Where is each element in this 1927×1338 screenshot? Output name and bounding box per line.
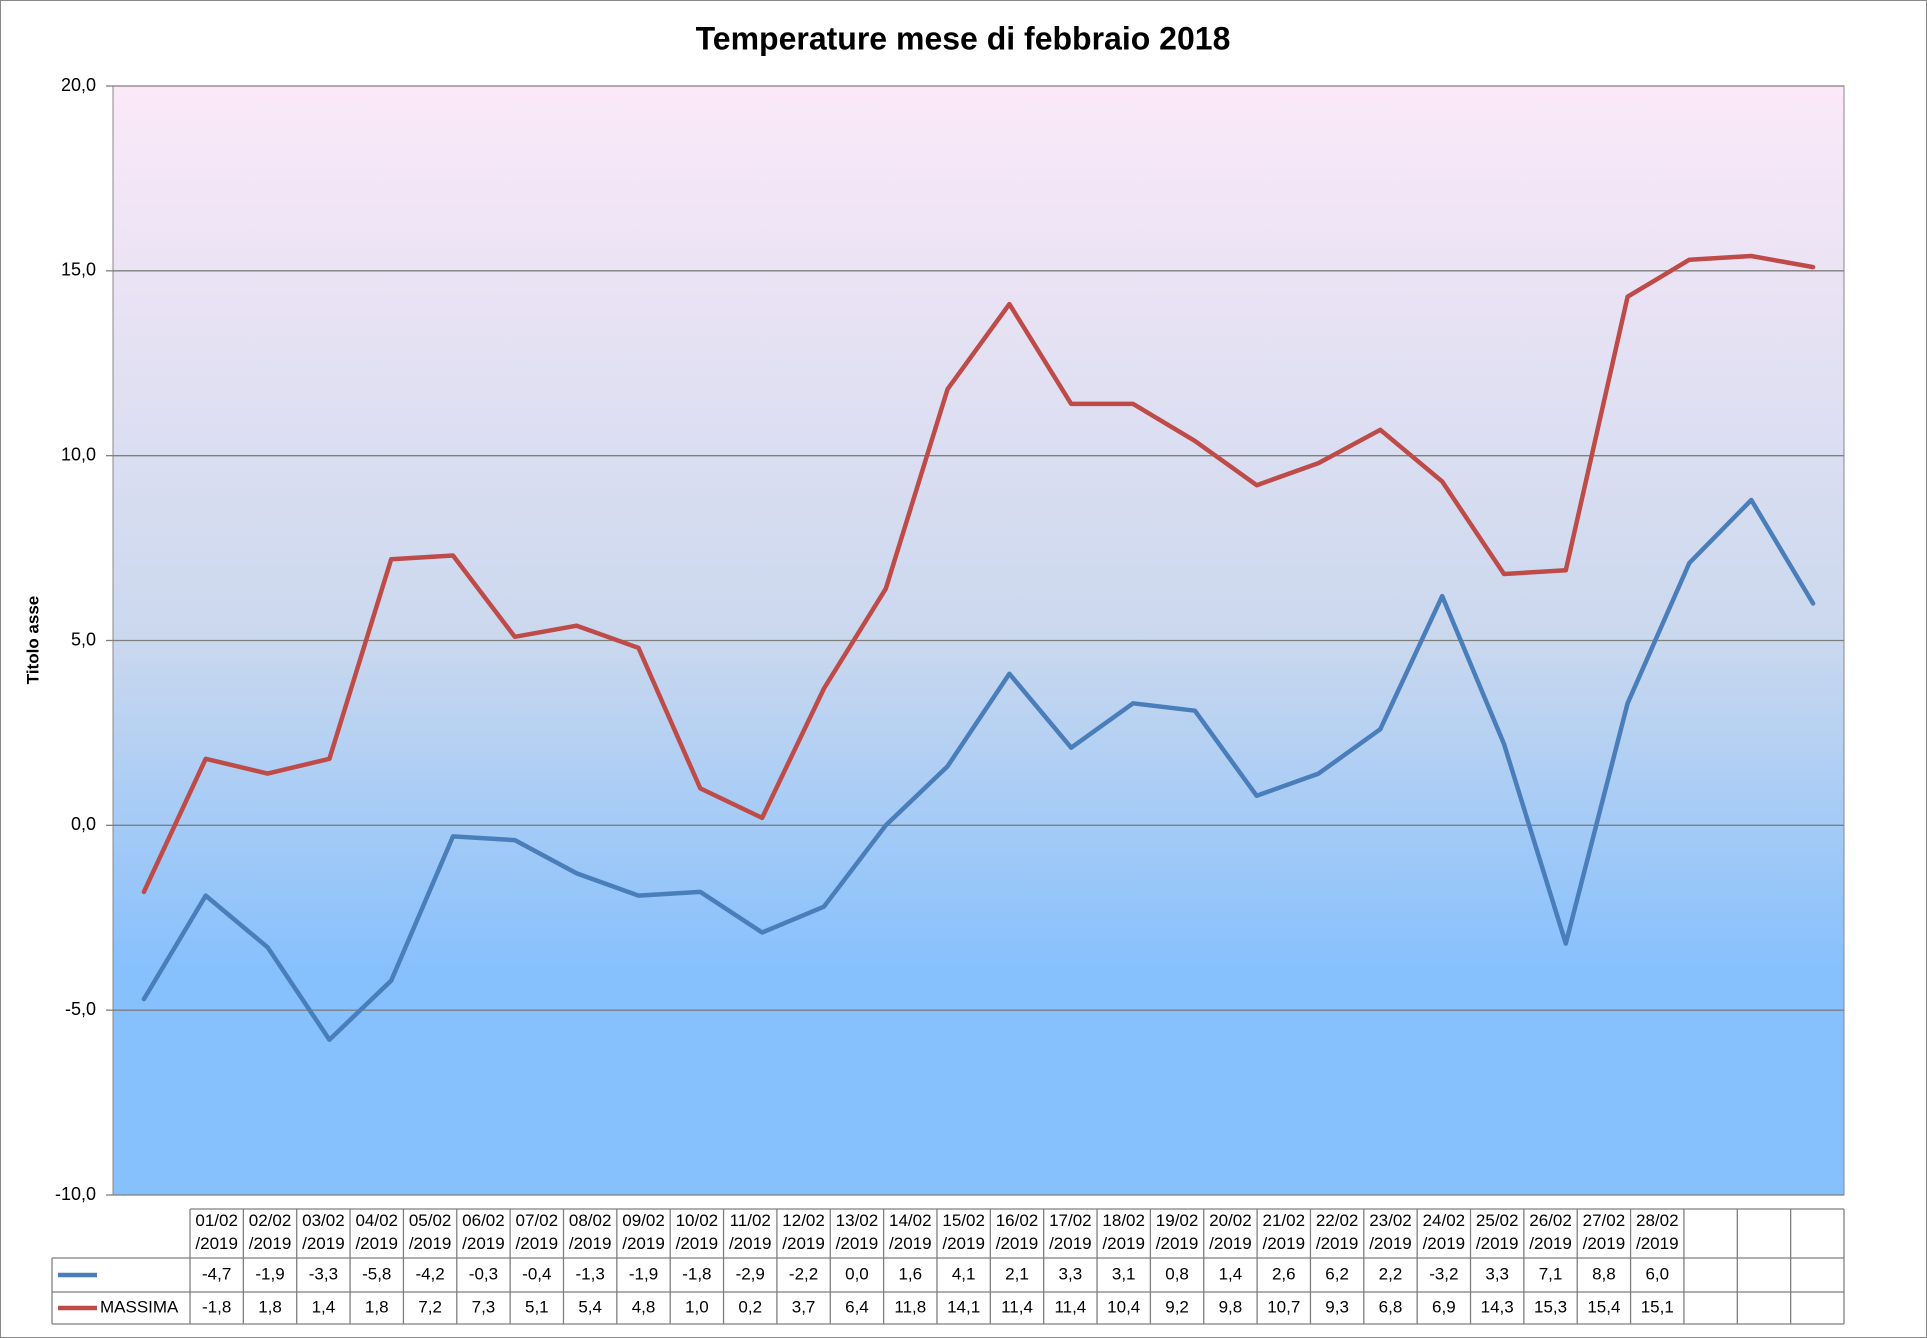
- x-tick-label: 11/02/2019: [729, 1211, 772, 1253]
- data-label: -1,3: [576, 1264, 605, 1283]
- data-label: 15,3: [1534, 1297, 1567, 1316]
- data-label: 3,7: [792, 1297, 816, 1316]
- x-tick-label: 08/02/2019: [569, 1211, 612, 1253]
- data-label: 4,8: [632, 1297, 656, 1316]
- data-label: -1,8: [202, 1297, 231, 1316]
- data-label: -3,2: [1429, 1264, 1458, 1283]
- data-label: 1,4: [1219, 1264, 1243, 1283]
- data-label: 14,3: [1481, 1297, 1514, 1316]
- data-label: 7,3: [472, 1297, 496, 1316]
- data-label: -4,2: [415, 1264, 444, 1283]
- data-label: 6,4: [845, 1297, 869, 1316]
- x-tick-label: 12/02/2019: [782, 1211, 825, 1253]
- data-label: 6,9: [1432, 1297, 1456, 1316]
- y-tick-label: 0,0: [71, 814, 96, 834]
- data-label: -2,2: [789, 1264, 818, 1283]
- y-axis-title: Titolo asse: [23, 596, 42, 685]
- data-label: 4,1: [952, 1264, 976, 1283]
- data-label: 5,1: [525, 1297, 549, 1316]
- data-label: 15,1: [1641, 1297, 1674, 1316]
- x-tick-label: 04/02/2019: [355, 1211, 398, 1253]
- data-label: 9,2: [1165, 1297, 1189, 1316]
- data-label: -4,7: [202, 1264, 231, 1283]
- x-tick-label: 09/02/2019: [622, 1211, 665, 1253]
- data-label: 0,0: [845, 1264, 869, 1283]
- x-tick-label: 15/02/2019: [942, 1211, 985, 1253]
- chart-title: Temperature mese di febbraio 2018: [696, 20, 1231, 56]
- data-label: 11,4: [1001, 1297, 1033, 1316]
- x-tick-label: 20/02/2019: [1209, 1211, 1252, 1253]
- data-label: 6,2: [1325, 1264, 1349, 1283]
- data-label: 1,8: [365, 1297, 389, 1316]
- data-label: 7,2: [418, 1297, 442, 1316]
- data-label: 6,0: [1645, 1264, 1669, 1283]
- data-label: -5,8: [362, 1264, 391, 1283]
- data-label: 11,8: [894, 1297, 926, 1316]
- legend-label: MASSIMA: [100, 1297, 179, 1316]
- data-label: 9,3: [1325, 1297, 1349, 1316]
- series-line: [141, 253, 1816, 895]
- data-label: -1,8: [682, 1264, 711, 1283]
- y-tick-label: -10,0: [55, 1184, 96, 1204]
- y-tick-label: -5,0: [65, 999, 96, 1019]
- data-label: -2,9: [736, 1264, 765, 1283]
- data-label: -1,9: [629, 1264, 658, 1283]
- data-label: 11,4: [1054, 1297, 1086, 1316]
- x-tick-label: 03/02/2019: [302, 1211, 345, 1253]
- y-tick-label: 10,0: [61, 444, 96, 464]
- y-tick-label: 5,0: [71, 629, 96, 649]
- x-tick-label: 19/02/2019: [1156, 1211, 1199, 1253]
- x-tick-label: 16/02/2019: [996, 1211, 1039, 1253]
- data-label: 1,4: [312, 1297, 336, 1316]
- data-label: -3,3: [309, 1264, 338, 1283]
- x-tick-label: 02/02/2019: [249, 1211, 292, 1253]
- x-tick-label: 26/02/2019: [1529, 1211, 1572, 1253]
- data-label: 6,8: [1379, 1297, 1403, 1316]
- x-tick-label: 25/02/2019: [1476, 1211, 1519, 1253]
- y-tick-label: 15,0: [61, 260, 96, 280]
- data-label: 15,4: [1587, 1297, 1620, 1316]
- data-label: 10,4: [1107, 1297, 1140, 1316]
- y-tick-label: 20,0: [61, 75, 96, 95]
- data-label: 3,3: [1485, 1264, 1509, 1283]
- data-label: 9,8: [1219, 1297, 1243, 1316]
- data-label: 1,6: [898, 1264, 922, 1283]
- data-label: 1,0: [685, 1297, 709, 1316]
- data-label: 1,8: [258, 1297, 282, 1316]
- data-label: 10,7: [1267, 1297, 1300, 1316]
- data-label: 0,2: [738, 1297, 762, 1316]
- x-tick-label: 01/02/2019: [195, 1211, 238, 1253]
- x-tick-label: 24/02/2019: [1423, 1211, 1466, 1253]
- data-label: 2,6: [1272, 1264, 1296, 1283]
- x-tick-label: 06/02/2019: [462, 1211, 505, 1253]
- data-label: 3,3: [1059, 1264, 1083, 1283]
- x-tick-label: 05/02/2019: [409, 1211, 452, 1253]
- data-label: 8,8: [1592, 1264, 1616, 1283]
- data-label: 3,1: [1112, 1264, 1136, 1283]
- x-tick-label: 21/02/2019: [1263, 1211, 1306, 1253]
- data-label: 2,1: [1005, 1264, 1029, 1283]
- data-label: -0,3: [469, 1264, 498, 1283]
- data-label: 14,1: [947, 1297, 980, 1316]
- data-label: -1,9: [255, 1264, 284, 1283]
- x-tick-label: 27/02/2019: [1583, 1211, 1626, 1253]
- x-tick-label: 18/02/2019: [1102, 1211, 1145, 1253]
- x-tick-label: 22/02/2019: [1316, 1211, 1359, 1253]
- x-tick-label: 13/02/2019: [836, 1211, 879, 1253]
- data-label: -0,4: [522, 1264, 551, 1283]
- x-tick-label: 17/02/2019: [1049, 1211, 1092, 1253]
- x-tick-label: 28/02/2019: [1636, 1211, 1679, 1253]
- data-label: 2,2: [1379, 1264, 1403, 1283]
- data-label: 7,1: [1539, 1264, 1563, 1283]
- x-tick-label: 14/02/2019: [889, 1211, 932, 1253]
- x-tick-label: 07/02/2019: [516, 1211, 559, 1253]
- x-tick-label: 23/02/2019: [1369, 1211, 1412, 1253]
- data-label: 0,8: [1165, 1264, 1189, 1283]
- series-line: [141, 497, 1816, 1042]
- x-tick-label: 10/02/2019: [676, 1211, 719, 1253]
- data-label: 5,4: [578, 1297, 602, 1316]
